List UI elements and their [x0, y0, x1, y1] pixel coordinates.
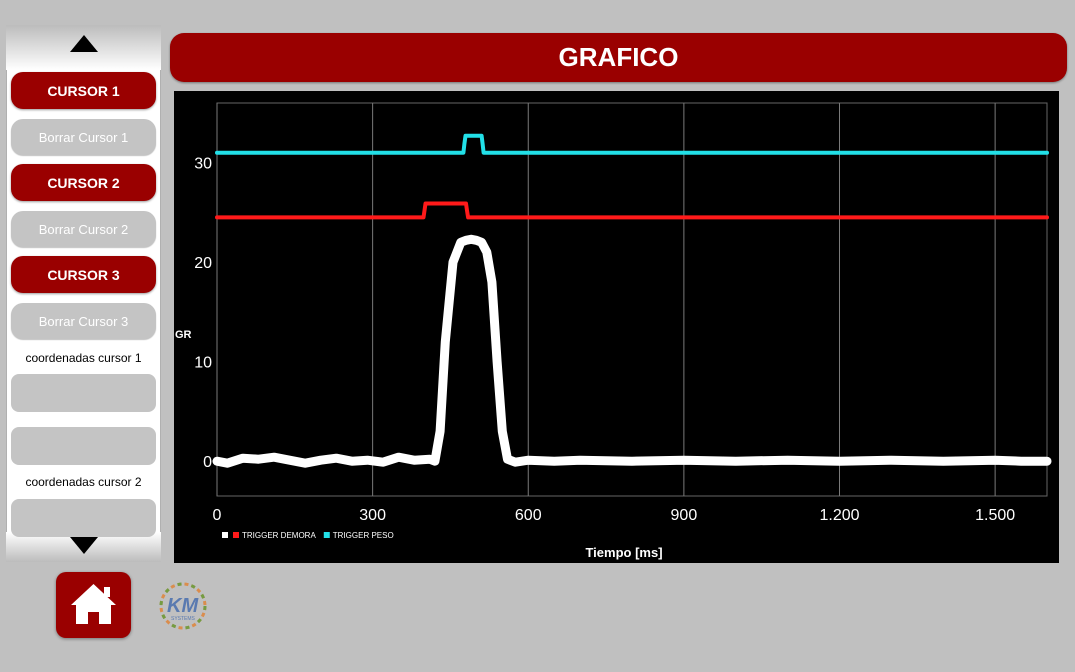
x-tick-label: 600 — [515, 507, 542, 524]
y-tick-label: 10 — [194, 355, 212, 372]
page-title: GRAFICO — [170, 33, 1067, 82]
logo-subtext: SYSTEMS — [171, 616, 196, 622]
series-line-trigger-peso — [215, 133, 1049, 155]
clear-cursor-3-button[interactable]: Borrar Cursor 3 — [11, 303, 156, 339]
logo-text: KM — [167, 595, 199, 617]
x-tick-label: 1.500 — [975, 507, 1015, 524]
x-tick-label: 1.200 — [819, 507, 859, 524]
home-icon — [71, 584, 116, 624]
y-axis-title: GR — [175, 329, 192, 341]
y-tick-label: 30 — [194, 156, 212, 173]
chart-svg: 0 300 600 900 1.200 1.500 0 10 20 30 GR Tiempo [ms]… — [175, 102, 1052, 560]
km-logo-icon: KM SYSTEMS — [159, 582, 207, 630]
coords-cursor-1-field-2 — [11, 427, 156, 465]
x-tick-label: 900 — [671, 507, 698, 524]
coords-cursor-1-field — [11, 374, 156, 412]
home-button[interactable] — [56, 572, 131, 638]
clear-cursor-2-button[interactable]: Borrar Cursor 2 — [11, 211, 156, 247]
coords-cursor-2-label: coordenadas cursor 2 — [25, 475, 142, 489]
company-logo: KM SYSTEMS — [155, 578, 217, 634]
triangle-up-icon[interactable] — [70, 35, 98, 52]
y-tick-label: 0 — [203, 454, 212, 471]
series-line-trigger-demora — [215, 201, 1049, 220]
cursor-sidebar[interactable]: CURSOR 1 Borrar Cursor 1 CURSOR 2 Borrar… — [6, 25, 161, 562]
coords-cursor-1-label: coordenadas cursor 1 — [25, 351, 142, 365]
legend-swatch — [323, 532, 330, 538]
x-tick-label: 300 — [359, 507, 386, 524]
cursor-3-button[interactable]: CURSOR 3 — [11, 256, 156, 293]
coords-cursor-2-field — [11, 499, 156, 537]
series-line-main — [212, 234, 1052, 468]
plot-frame — [216, 102, 1048, 497]
x-axis-title: Tiempo [ms] — [585, 545, 662, 560]
legend-label: TRIGGER PESO — [333, 531, 394, 540]
legend-swatch — [222, 532, 228, 538]
cursor-1-button[interactable]: CURSOR 1 — [11, 72, 156, 109]
line-chart: 0 300 600 900 1.200 1.500 0 10 20 30 GR Tiempo [ms]… — [174, 91, 1059, 563]
clear-cursor-1-button[interactable]: Borrar Cursor 1 — [11, 119, 156, 155]
y-tick-label: 20 — [194, 255, 212, 272]
cursor-2-button[interactable]: CURSOR 2 — [11, 164, 156, 201]
legend-label: TRIGGER DEMORA — [242, 531, 316, 540]
legend-swatch — [233, 532, 239, 538]
triangle-down-icon[interactable] — [70, 537, 98, 554]
x-tick-label: 0 — [213, 507, 222, 524]
